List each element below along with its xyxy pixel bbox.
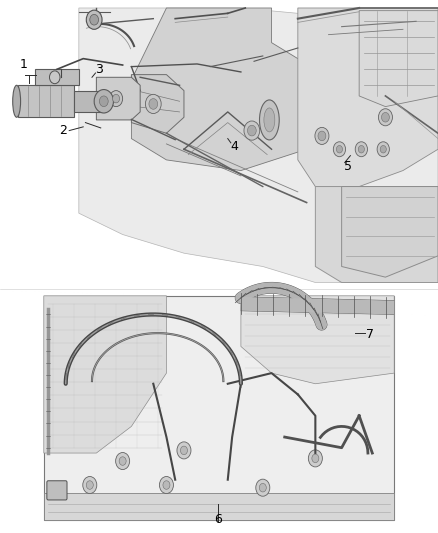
Polygon shape (96, 77, 140, 120)
Text: 5: 5 (344, 160, 352, 173)
Polygon shape (298, 8, 438, 187)
Polygon shape (131, 8, 307, 171)
Circle shape (318, 131, 326, 141)
Circle shape (99, 96, 108, 107)
Text: 3: 3 (95, 63, 102, 76)
FancyBboxPatch shape (47, 481, 67, 500)
Circle shape (355, 142, 367, 157)
Circle shape (256, 479, 270, 496)
Ellipse shape (13, 85, 21, 117)
Circle shape (244, 121, 260, 140)
Circle shape (163, 481, 170, 489)
Circle shape (259, 483, 266, 492)
Circle shape (119, 457, 126, 465)
Circle shape (308, 450, 322, 467)
Polygon shape (35, 69, 79, 85)
Text: 7: 7 (366, 328, 374, 341)
Polygon shape (359, 11, 438, 107)
Circle shape (378, 109, 392, 126)
Polygon shape (74, 91, 105, 112)
Ellipse shape (264, 108, 275, 132)
Circle shape (315, 127, 329, 144)
Text: 4: 4 (230, 140, 238, 153)
Circle shape (312, 454, 319, 463)
Polygon shape (342, 187, 438, 277)
Text: 6: 6 (214, 513, 222, 526)
Circle shape (377, 142, 389, 157)
Polygon shape (241, 296, 394, 384)
Circle shape (358, 146, 364, 153)
Circle shape (86, 10, 102, 29)
Circle shape (113, 94, 120, 103)
Circle shape (159, 477, 173, 494)
Polygon shape (131, 75, 184, 133)
Circle shape (333, 142, 346, 157)
FancyBboxPatch shape (44, 296, 394, 520)
Ellipse shape (259, 100, 279, 140)
Circle shape (336, 146, 343, 153)
Circle shape (381, 112, 389, 122)
Circle shape (380, 146, 386, 153)
Circle shape (86, 481, 93, 489)
Polygon shape (315, 187, 438, 282)
Circle shape (247, 125, 256, 136)
Polygon shape (18, 85, 74, 117)
Polygon shape (44, 493, 394, 520)
Circle shape (145, 94, 161, 114)
Circle shape (177, 442, 191, 459)
Circle shape (110, 91, 123, 107)
Polygon shape (44, 296, 166, 453)
Circle shape (116, 453, 130, 470)
Text: 2: 2 (60, 124, 67, 137)
Circle shape (49, 71, 60, 84)
Polygon shape (79, 8, 438, 282)
Circle shape (94, 90, 113, 113)
Text: 1: 1 (20, 58, 28, 71)
Circle shape (180, 446, 187, 455)
Circle shape (149, 99, 158, 109)
Circle shape (90, 14, 99, 25)
Circle shape (83, 477, 97, 494)
